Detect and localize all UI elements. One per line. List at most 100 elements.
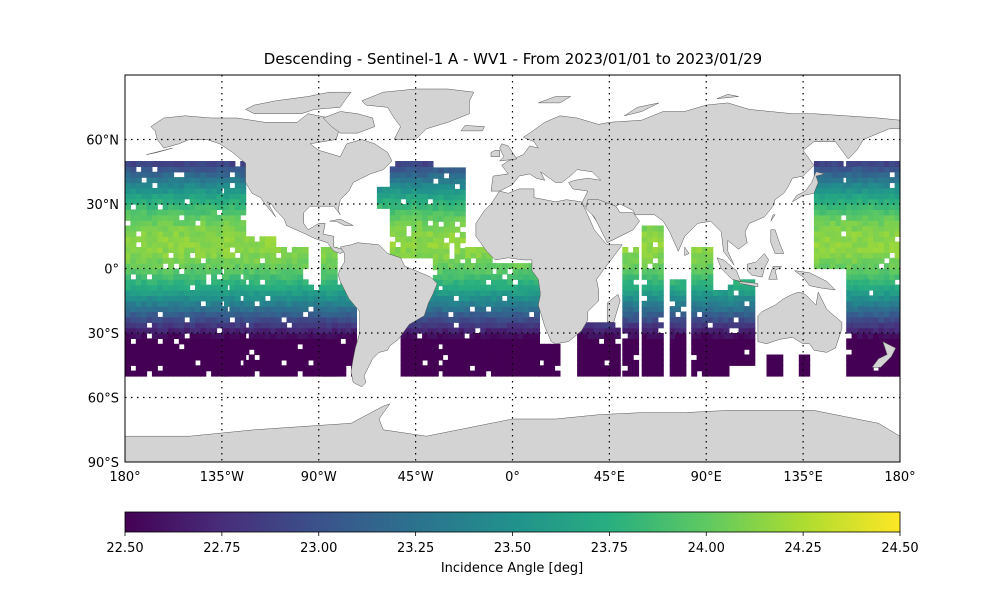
data-cell (485, 349, 492, 356)
data-cell (622, 327, 629, 334)
data-cell (432, 300, 439, 307)
data-cell (598, 365, 605, 372)
data-cell (501, 284, 508, 291)
data-cell (432, 210, 439, 217)
data-cell (259, 316, 266, 323)
data-cell (856, 241, 863, 248)
data-cell (712, 370, 719, 377)
data-cell (411, 236, 418, 243)
data-cell (707, 343, 714, 350)
data-cell (856, 182, 863, 189)
data-cell (609, 354, 616, 361)
data-cell (851, 193, 858, 200)
data-cell (200, 370, 207, 377)
data-cell (534, 365, 540, 372)
data-cell (512, 311, 519, 318)
colorbar-tick-label: 24.00 (688, 541, 725, 556)
data-cell (437, 354, 444, 361)
data-cell (647, 359, 653, 366)
data-cell (696, 279, 703, 286)
data-cell (867, 306, 874, 313)
data-cell (507, 365, 514, 372)
data-cell (395, 220, 402, 227)
data-cell (432, 349, 439, 356)
data-cell (141, 214, 148, 221)
data-cell (151, 279, 158, 286)
data-cell (184, 182, 191, 189)
data-cell (259, 306, 266, 313)
data-cell (622, 257, 629, 264)
data-cell (216, 166, 223, 173)
data-cell (517, 365, 524, 372)
data-cell (878, 279, 885, 286)
data-cell (146, 166, 153, 173)
data-cell (878, 230, 885, 237)
data-cell (141, 263, 148, 270)
data-cell (297, 311, 304, 318)
data-cell (178, 166, 185, 173)
data-cell (633, 316, 640, 323)
data-cell (395, 247, 402, 253)
data-cell (234, 241, 241, 248)
data-cell (867, 198, 874, 205)
data-cell (162, 177, 169, 184)
data-cell (840, 225, 847, 232)
data-cell (125, 322, 131, 329)
data-cell (707, 273, 714, 280)
data-cell (894, 247, 900, 253)
data-cell (867, 338, 874, 345)
data-cell (846, 359, 853, 366)
data-cell (862, 204, 869, 210)
data-cell (647, 354, 653, 361)
data-cell (712, 359, 719, 366)
data-cell (453, 343, 460, 350)
data-cell (691, 306, 698, 313)
data-cell (453, 316, 460, 323)
data-cell (234, 214, 241, 221)
data-cell (224, 236, 230, 243)
data-cell (345, 300, 352, 307)
data-cell (894, 263, 900, 270)
data-cell (889, 268, 896, 275)
data-cell (543, 343, 550, 350)
data-cell (507, 300, 514, 307)
data-cell (211, 182, 218, 189)
data-cell (501, 370, 508, 377)
data-cell (696, 263, 703, 270)
data-cell (411, 182, 418, 189)
data-cell (851, 257, 858, 264)
data-cell (474, 370, 481, 377)
data-cell (345, 322, 352, 329)
data-cell (259, 327, 266, 334)
data-cell (286, 354, 293, 361)
data-cell (680, 365, 687, 372)
data-cell (125, 268, 131, 275)
data-cell (157, 322, 164, 329)
data-cell (173, 161, 180, 167)
data-cell (454, 205, 461, 212)
data-cell (474, 284, 481, 291)
data-cell (641, 327, 648, 334)
data-cell (125, 306, 131, 313)
data-cell (669, 295, 676, 302)
data-cell (259, 247, 266, 253)
data-cell (168, 354, 175, 361)
data-cell (168, 161, 175, 167)
data-cell (707, 252, 714, 259)
data-cell (889, 187, 896, 194)
data-cell (453, 300, 460, 307)
data-cell (727, 290, 734, 296)
data-cell (334, 359, 341, 366)
data-cell (281, 279, 288, 286)
data-cell (168, 306, 175, 313)
data-cell (443, 178, 450, 185)
data-cell (427, 214, 434, 221)
data-cell (593, 343, 600, 350)
data-cell (216, 290, 223, 296)
data-cell (837, 193, 844, 200)
data-cell (224, 166, 230, 173)
data-cell (264, 273, 271, 280)
data-cell (696, 365, 703, 372)
data-cell (633, 359, 640, 366)
data-cell (411, 198, 418, 205)
